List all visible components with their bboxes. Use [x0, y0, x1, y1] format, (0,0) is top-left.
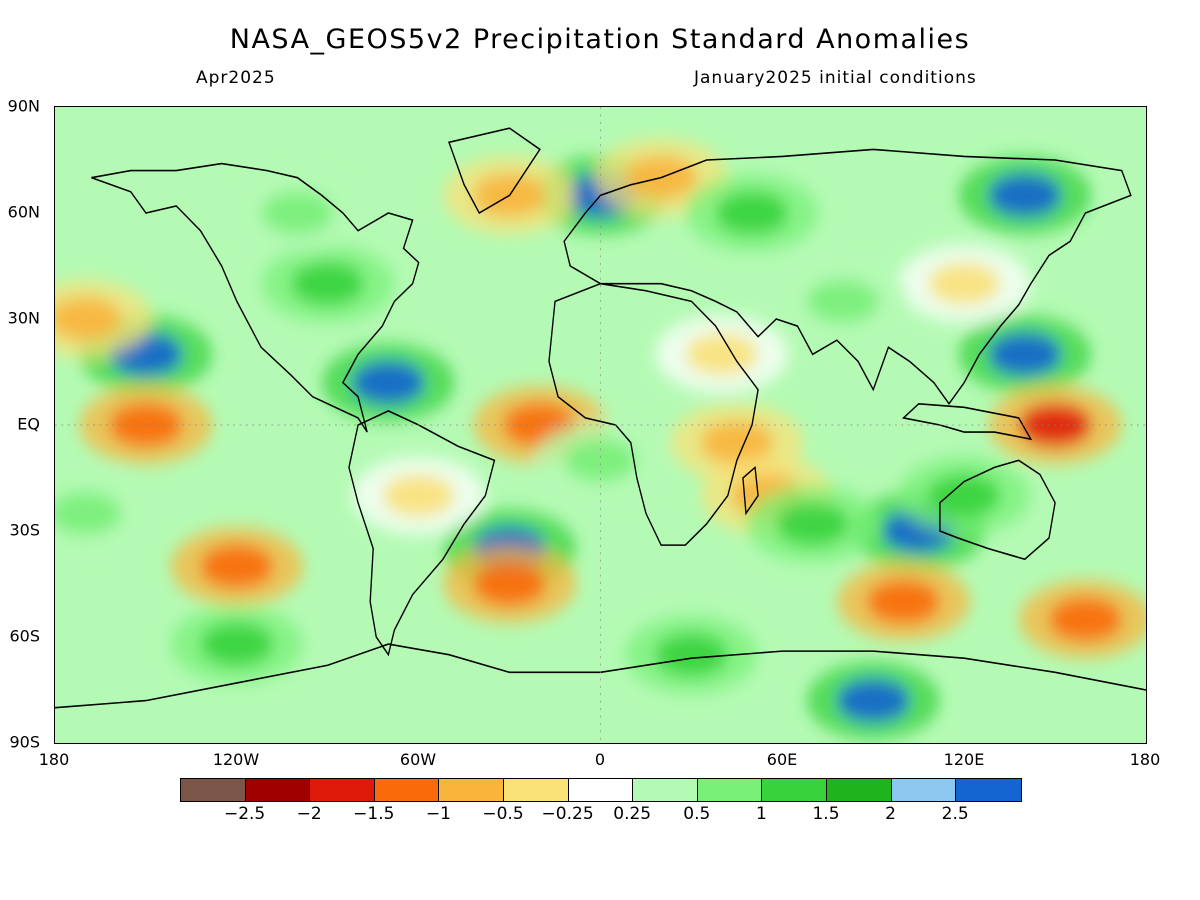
- lon-label-0: 0: [594, 750, 606, 769]
- colorbar-swatch: [762, 779, 827, 801]
- lat-label-eq: EQ: [17, 414, 40, 434]
- anomaly-core: [867, 580, 940, 623]
- colorbar-tick-label: 2.5: [941, 804, 969, 824]
- anomaly-core: [291, 262, 365, 305]
- colorbar-swatch: [891, 779, 957, 801]
- anomaly-core: [836, 679, 910, 722]
- anomaly-core: [382, 474, 456, 517]
- anomaly-core: [1049, 598, 1122, 641]
- anomaly-map: [54, 106, 1147, 744]
- colorbar-swatch: [633, 779, 698, 801]
- colorbar-swatch: [956, 779, 1021, 801]
- colorbar: [180, 778, 1022, 802]
- colorbar-swatch: [503, 779, 569, 801]
- lat-label-90n: 90N: [7, 96, 40, 116]
- colorbar-swatch: [374, 779, 440, 801]
- colorbar-tick-label: 2: [885, 804, 897, 824]
- colorbar-tick-label: −2.5: [223, 804, 266, 824]
- coastline-madagascar: [742, 465, 759, 516]
- anomaly-core: [715, 191, 789, 235]
- anomaly-core: [200, 622, 274, 666]
- coastline-eurasia: [563, 148, 1132, 406]
- map-canvas: [55, 107, 1146, 743]
- anomaly-core: [700, 421, 774, 464]
- anomaly-core: [776, 502, 850, 546]
- lon-label-180e: 180: [1129, 750, 1161, 769]
- colorbar-swatch: [310, 779, 375, 801]
- coastline-greenland: [448, 127, 541, 215]
- lat-label-30n: 30N: [7, 308, 40, 328]
- lon-label-120w: 120W: [212, 750, 260, 769]
- colorbar-tick-label: 0.25: [613, 804, 652, 824]
- colorbar-tick-label: −0.25: [541, 804, 594, 824]
- colorbar-tick-label: 0.5: [683, 804, 711, 824]
- anomaly-core: [806, 280, 880, 323]
- anomaly-core: [564, 439, 637, 482]
- lat-label-60s: 60S: [9, 626, 40, 646]
- map-title: NASA_GEOS5v2 Precipitation Standard Anom…: [229, 24, 971, 55]
- anomaly-field: [55, 138, 1146, 740]
- coastline-australia: [939, 459, 1056, 561]
- coastline-antarctica: [55, 643, 1146, 709]
- coastline-south-america: [348, 410, 496, 657]
- graticule: [55, 107, 1146, 743]
- colorbar-tick-label: −1.5: [353, 804, 395, 824]
- colorbar-tick-label: 1.5: [812, 804, 840, 824]
- anomaly-core: [200, 545, 274, 588]
- colorbar-tick-label: 1: [755, 804, 767, 824]
- anomaly-core: [55, 492, 122, 535]
- coastline-indonesia: [901, 402, 1033, 441]
- colorbar-swatch: [439, 779, 504, 801]
- colorbar-swatch: [181, 779, 246, 801]
- lon-label-60e: 60E: [766, 750, 798, 769]
- lon-label-120e: 120E: [943, 750, 985, 769]
- colorbar-tick-label: −0.5: [482, 804, 524, 824]
- initial-conditions: January2025 initial conditions: [694, 68, 977, 88]
- colorbar-swatch: [826, 779, 892, 801]
- anomaly-core: [988, 333, 1062, 376]
- colorbar-tick-label: −1: [425, 804, 451, 824]
- lat-label-90s: 90S: [9, 732, 40, 752]
- anomaly-core: [927, 474, 1001, 517]
- lon-label-180w: 180: [38, 750, 70, 769]
- anomaly-core: [351, 361, 425, 404]
- colorbar-swatch: [697, 779, 763, 801]
- colorbar-swatch: [568, 779, 634, 801]
- lat-label-60n: 60N: [7, 202, 40, 222]
- lat-label-30s: 30S: [9, 520, 40, 540]
- coastline-north-america: [91, 162, 420, 433]
- colorbar-swatch: [245, 779, 311, 801]
- anomaly-core: [55, 297, 122, 341]
- anomaly-core: [988, 174, 1062, 217]
- coastlines: [55, 127, 1146, 709]
- colorbar-tick-label: −2: [296, 804, 322, 824]
- anomaly-core: [473, 562, 546, 606]
- anomaly-core: [261, 191, 334, 235]
- coastline-africa: [548, 282, 759, 546]
- anomaly-core: [927, 262, 1001, 305]
- anomaly-core: [685, 333, 759, 376]
- lon-label-60w: 60W: [399, 750, 437, 769]
- anomaly-core: [655, 633, 728, 676]
- forecast-month: Apr2025: [196, 68, 276, 88]
